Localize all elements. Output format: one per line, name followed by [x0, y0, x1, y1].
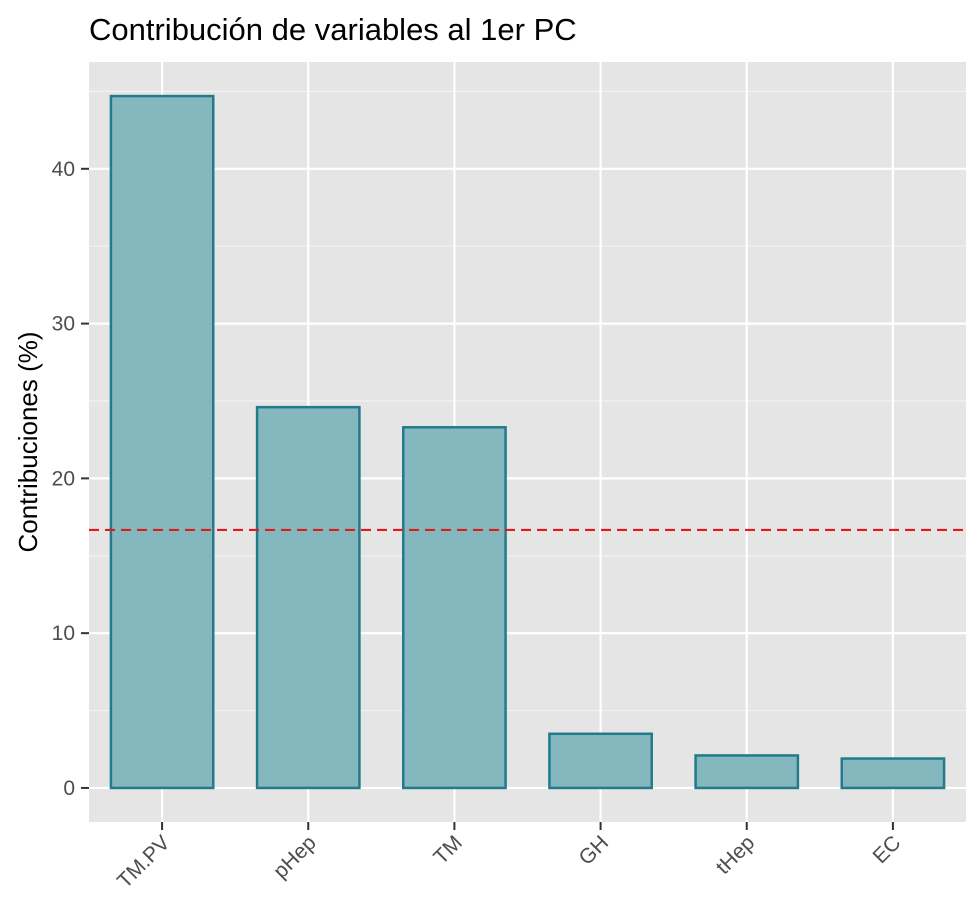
y-tick-label: 0 — [63, 777, 75, 800]
bar-gh — [548, 732, 653, 790]
y-tick-label: 10 — [52, 622, 75, 645]
y-axis: 0 10 20 30 40 — [52, 158, 89, 800]
bar-ec — [840, 757, 946, 790]
y-tick-label: 20 — [52, 467, 75, 490]
chart-title: Contribución de variables al 1er PC — [89, 12, 577, 47]
bar-phep — [255, 405, 361, 790]
y-tick-label: 30 — [52, 313, 75, 336]
y-axis-label: Contribuciones (%) — [13, 331, 43, 552]
plot-panel — [89, 62, 966, 822]
panel-background — [89, 62, 966, 822]
bar-tm — [402, 426, 507, 790]
bar-tm-pv — [109, 94, 215, 790]
y-tick-label: 40 — [52, 158, 75, 181]
bars — [109, 94, 946, 790]
bar-thep — [694, 754, 800, 790]
